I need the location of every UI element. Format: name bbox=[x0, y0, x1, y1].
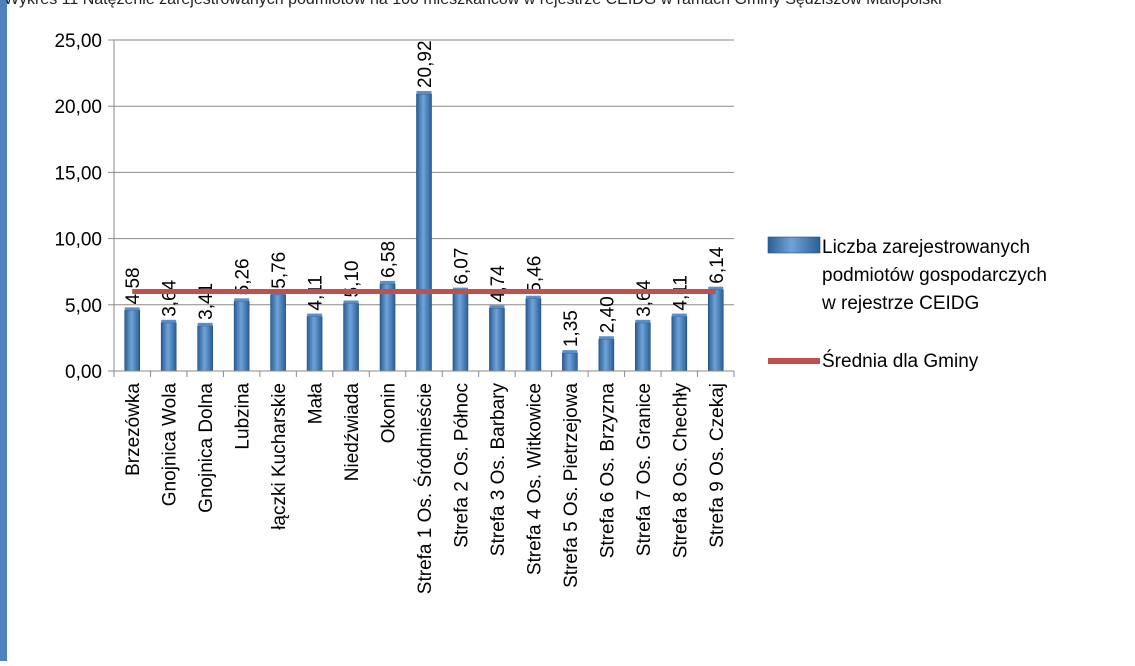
y-tick-label: 0,00 bbox=[65, 362, 102, 383]
x-tick-label: Strefa 3 Os. Barbary bbox=[488, 383, 509, 557]
legend-bar-label: Liczba zarejestrowanych bbox=[822, 237, 1030, 258]
x-tick-label: Gnojnica Dolna bbox=[196, 383, 217, 513]
legend-bar-label: podmiotów gospodarczych bbox=[822, 265, 1047, 286]
bar-top bbox=[598, 336, 614, 340]
x-tick-label: Strefa 5 Os. Pietrzejowa bbox=[561, 383, 582, 588]
y-tick-label: 15,00 bbox=[54, 163, 102, 184]
bar bbox=[160, 322, 177, 372]
bar bbox=[233, 301, 250, 372]
bar bbox=[124, 310, 141, 372]
bar-top bbox=[124, 307, 140, 311]
x-tick-label: Okonin bbox=[379, 383, 400, 443]
data-label: 4,74 bbox=[488, 265, 509, 302]
data-label: 5,10 bbox=[342, 260, 363, 297]
data-label: 3,64 bbox=[634, 279, 655, 316]
data-labels: 4,583,643,415,265,764,115,106,5820,926,0… bbox=[123, 40, 728, 347]
bars bbox=[124, 91, 724, 372]
axes bbox=[113, 40, 735, 377]
x-tick-label: łączki Kucharskie bbox=[269, 383, 290, 530]
x-tick-label: Strefa 1 Os. Śródmieście bbox=[414, 383, 436, 594]
bar bbox=[598, 338, 615, 372]
bar bbox=[671, 316, 688, 372]
bar-top bbox=[343, 300, 359, 304]
bar-top bbox=[525, 295, 541, 299]
bar bbox=[379, 283, 396, 372]
y-tick-label: 5,00 bbox=[65, 296, 102, 317]
bar bbox=[306, 316, 323, 372]
legend: Liczba zarejestrowanych podmiotów gospoda… bbox=[767, 236, 1047, 372]
data-label: 6,07 bbox=[451, 248, 472, 285]
bar bbox=[270, 294, 286, 372]
data-label: 1,35 bbox=[561, 310, 582, 347]
bar bbox=[525, 298, 542, 372]
data-label: 5,76 bbox=[269, 252, 290, 289]
x-tick-label: Strefa 7 Os. Granice bbox=[634, 383, 655, 556]
data-label: 3,64 bbox=[160, 279, 181, 316]
x-tick-labels: Brzezówka Gnojnica Wola Gnojnica Dolna Lubz… bbox=[123, 383, 728, 595]
bar-top bbox=[708, 286, 724, 290]
x-tick-label: Strefa 4 Os. Witkowice bbox=[524, 383, 545, 575]
y-tick-label: 10,00 bbox=[54, 230, 102, 251]
x-tick-label: Brzezówka bbox=[123, 383, 144, 476]
legend-line-label: Średnia dla Gminy bbox=[822, 350, 979, 372]
legend-bar-swatch bbox=[767, 236, 821, 254]
bar-top bbox=[380, 280, 396, 284]
y-tick-label: 25,00 bbox=[54, 31, 102, 52]
frame-left-border bbox=[0, 0, 7, 661]
x-tick-label: Strefa 6 Os. Brzyzna bbox=[597, 383, 618, 559]
bar bbox=[707, 289, 724, 372]
data-label: 5,26 bbox=[233, 258, 254, 295]
bar bbox=[562, 352, 578, 372]
data-label: 3,41 bbox=[196, 283, 217, 320]
chart-caption-cropped: Wykres 11 Natężenie zarejestrowanych pod… bbox=[4, 0, 1134, 9]
bar-top bbox=[671, 313, 687, 317]
bar-top bbox=[197, 322, 213, 326]
x-tick-label: Strefa 8 Os. Chechły bbox=[670, 383, 691, 559]
x-tick-label: Mała bbox=[306, 383, 327, 425]
bar-top bbox=[562, 350, 578, 354]
x-tick-label: Lubzina bbox=[233, 383, 254, 450]
bar bbox=[452, 290, 469, 372]
data-label: 6,14 bbox=[707, 246, 728, 283]
bar bbox=[635, 322, 651, 372]
bar-top bbox=[635, 319, 651, 323]
bar bbox=[343, 303, 359, 372]
bar bbox=[489, 307, 505, 372]
data-label: 2,40 bbox=[597, 296, 618, 333]
x-tick-label: Gnojnica Wola bbox=[160, 383, 181, 507]
bar-top bbox=[161, 319, 177, 323]
x-tick-label: Niedźwiada bbox=[342, 383, 363, 482]
bar bbox=[416, 93, 432, 372]
y-tick-labels: 0,00 5,00 10,00 15,00 20,00 25,00 bbox=[54, 31, 102, 383]
data-label: 4,58 bbox=[123, 267, 144, 304]
data-label: 6,58 bbox=[379, 241, 400, 278]
bar bbox=[197, 325, 213, 372]
bar-top bbox=[234, 298, 250, 302]
x-tick-label: Strefa 9 Os. Czekaj bbox=[707, 383, 728, 548]
data-label: 20,92 bbox=[415, 40, 436, 88]
bar-top bbox=[416, 91, 432, 95]
legend-bar-label: w rejestrze CEIDG bbox=[821, 293, 979, 314]
x-tick-label: Strefa 2 Os. Północ bbox=[451, 383, 472, 548]
bar-top bbox=[489, 305, 505, 309]
bar-top bbox=[307, 313, 323, 317]
y-tick-label: 20,00 bbox=[54, 97, 102, 118]
data-label: 5,46 bbox=[524, 256, 545, 293]
